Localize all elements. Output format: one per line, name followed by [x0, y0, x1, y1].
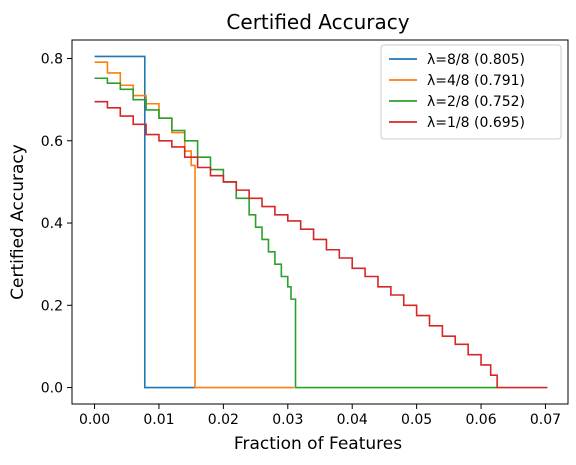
legend-label: λ=1/8 (0.695) [427, 115, 525, 131]
chart-title: Certified Accuracy [226, 10, 409, 34]
y-axis: 0.0 0.2 0.4 0.6 0.8 [41, 52, 72, 397]
legend-label: λ=8/8 (0.805) [427, 52, 525, 68]
x-axis-label: Fraction of Features [234, 434, 402, 454]
x-tick-label: 0.01 [143, 412, 174, 428]
y-tick-label: 0.4 [41, 216, 63, 232]
x-axis: 0.00 0.01 0.02 0.03 0.04 0.05 0.06 0.07 [79, 404, 561, 428]
x-tick-label: 0.07 [530, 412, 561, 428]
x-tick-label: 0.06 [465, 412, 496, 428]
x-tick-label: 0.02 [208, 412, 239, 428]
y-axis-label: Certified Accuracy [8, 144, 28, 300]
series-line-4 [94, 100, 548, 389]
y-tick-label: 0.0 [41, 381, 63, 397]
series-line-1 [94, 55, 196, 389]
x-tick-label: 0.04 [337, 412, 368, 428]
legend: λ=8/8 (0.805) λ=4/8 (0.791) λ=2/8 (0.752) λ… [380, 44, 562, 140]
legend-label: λ=4/8 (0.791) [427, 73, 525, 89]
x-tick-label: 0.05 [401, 412, 432, 428]
y-tick-label: 0.2 [41, 298, 63, 314]
plot-area [94, 55, 548, 389]
y-tick-label: 0.6 [41, 134, 63, 150]
y-tick-label: 0.8 [41, 52, 63, 68]
plot-frame [71, 39, 569, 405]
series-line-2 [94, 61, 295, 389]
x-tick-label: 0.00 [79, 412, 110, 428]
x-tick-label: 0.03 [272, 412, 303, 428]
legend-label: λ=2/8 (0.752) [427, 94, 525, 110]
legend-box [380, 44, 562, 140]
